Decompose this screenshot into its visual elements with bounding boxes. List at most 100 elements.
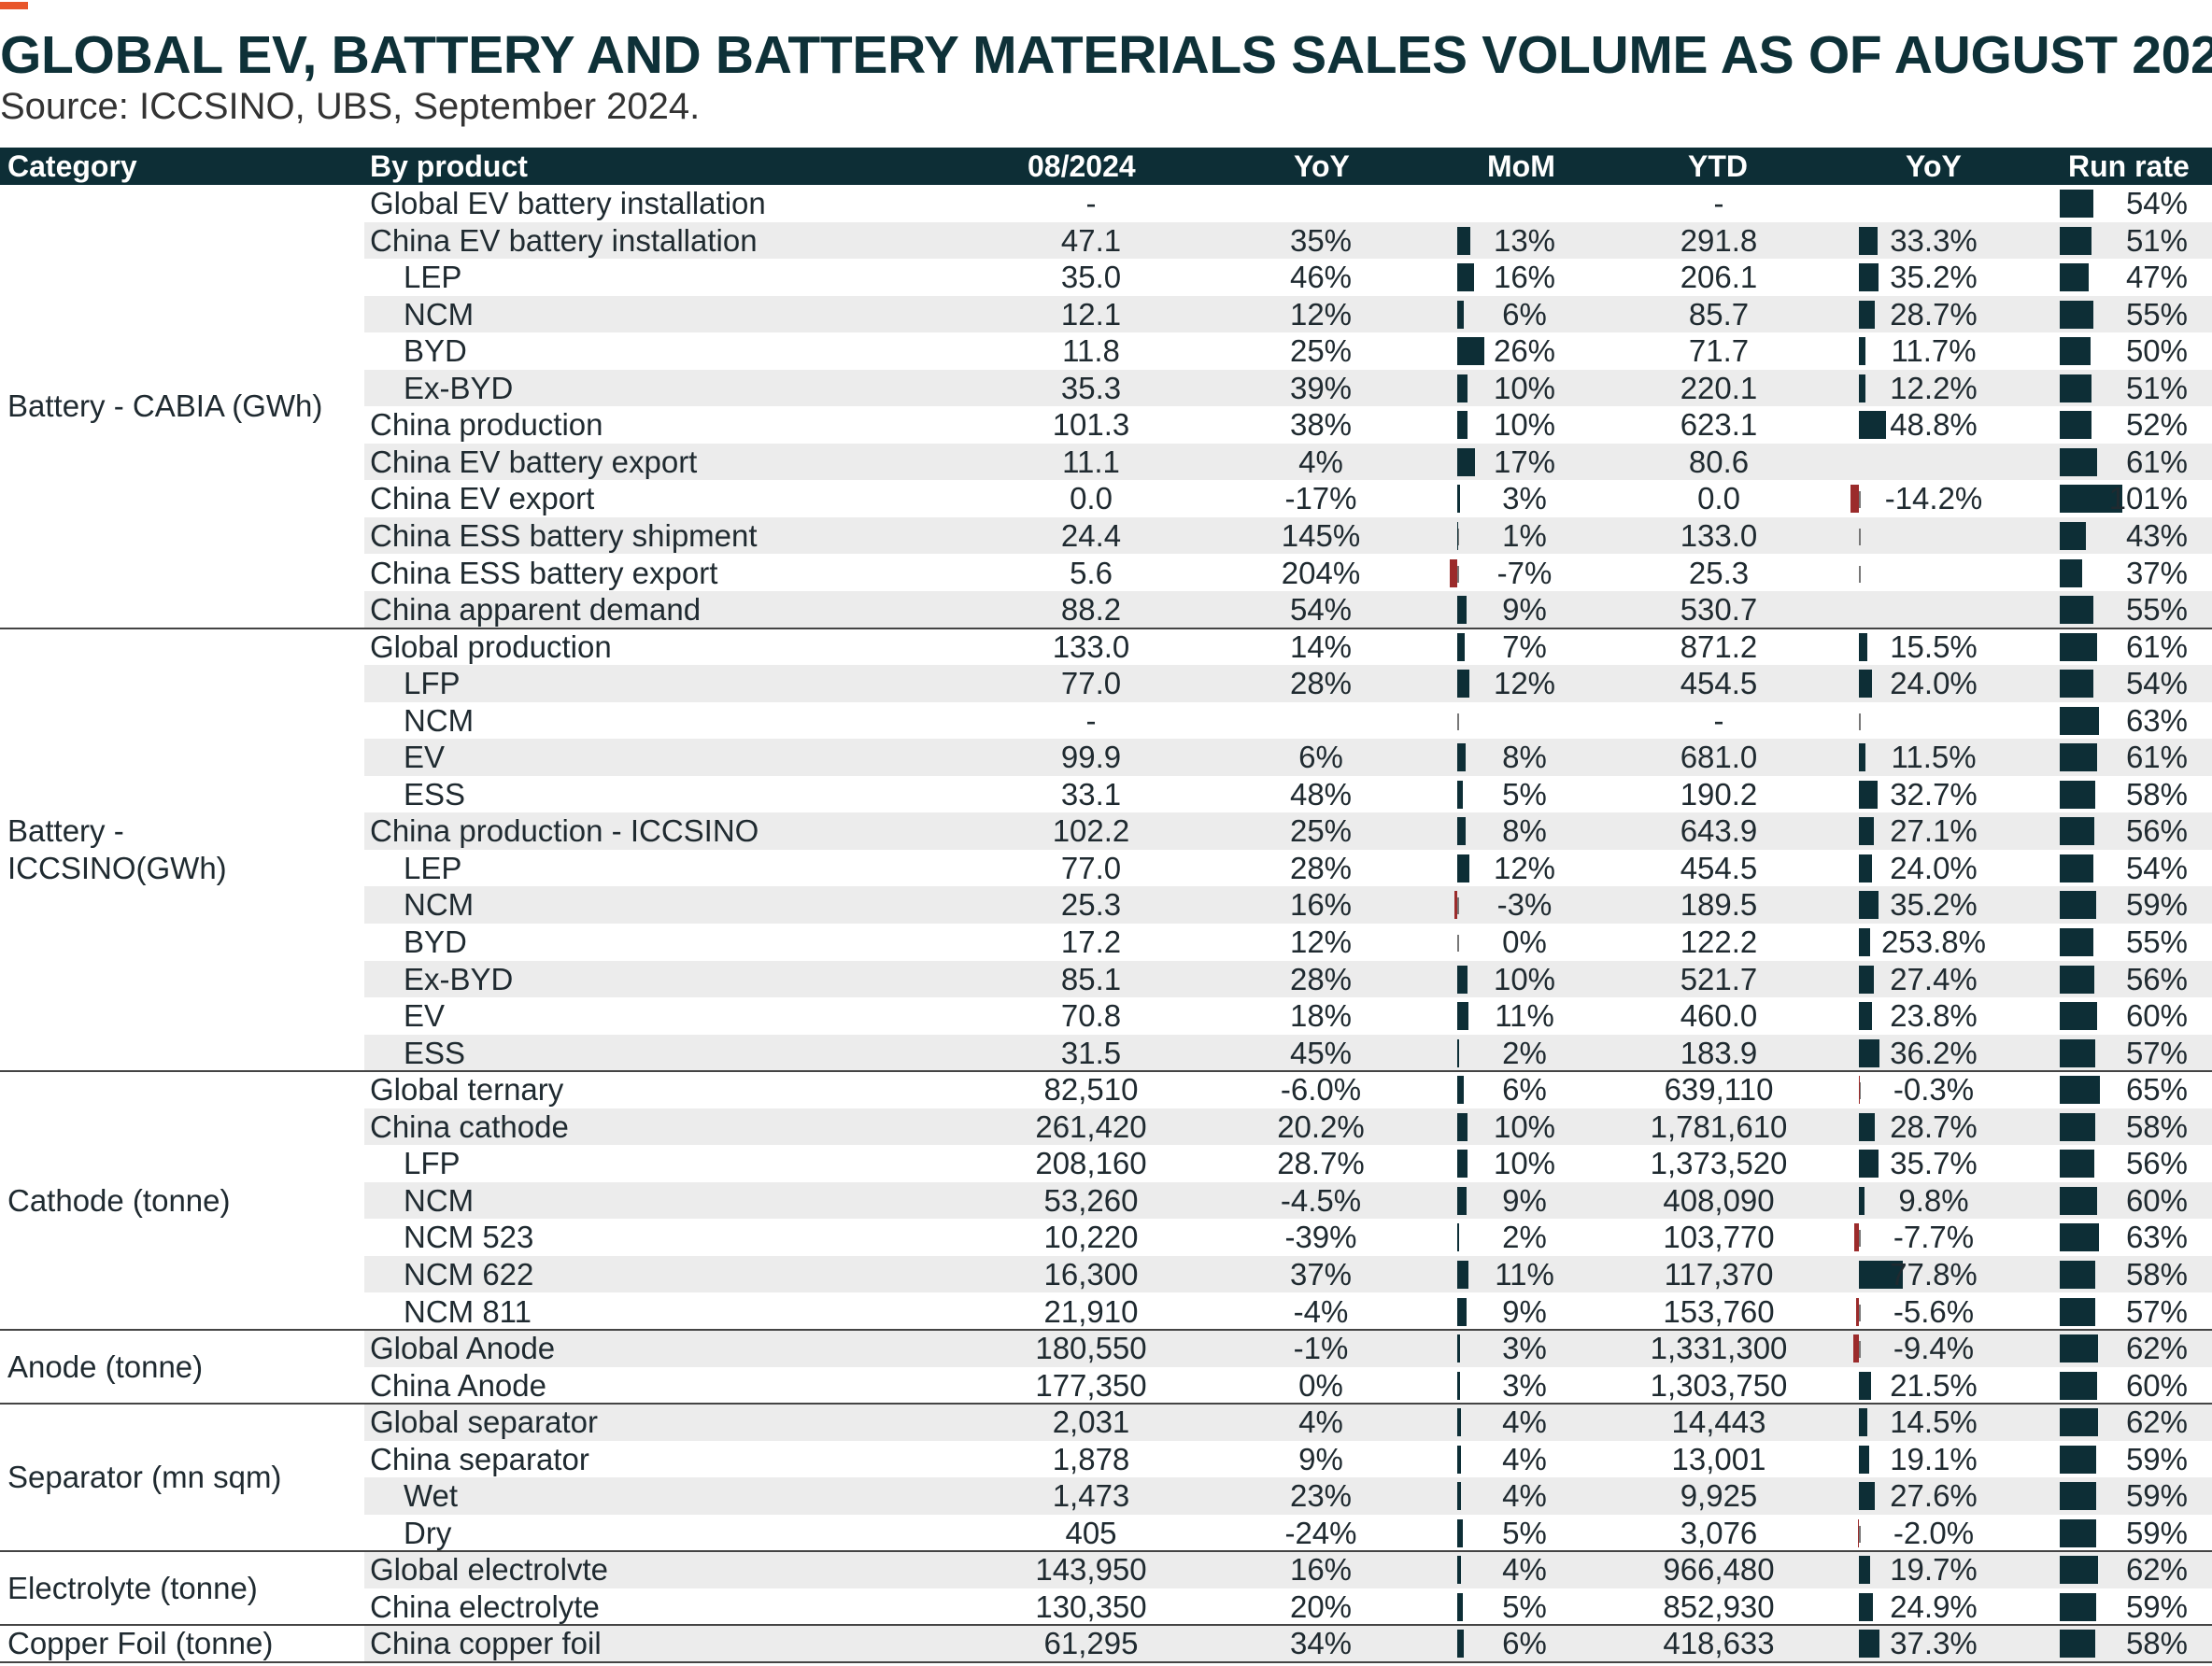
month-value: 24.4 <box>1060 517 1122 553</box>
month-value: 130,350 <box>1035 1588 1147 1624</box>
run-rate-value: 50% <box>2125 333 2188 369</box>
run-rate-value: 58% <box>2125 1626 2188 1661</box>
row-shade <box>364 886 2212 924</box>
header-month: 08/2024 <box>1028 149 1136 183</box>
mom-value: 10% <box>1493 1146 1556 1181</box>
run-rate-bar <box>2060 521 2087 550</box>
ytd-value: 639,110 <box>1664 1072 1774 1108</box>
month-value: 16,300 <box>1043 1256 1139 1292</box>
ytd-yoy-value: 24.0% <box>1890 666 1978 701</box>
month-value: 12.1 <box>1060 296 1122 332</box>
month-value: 11.8 <box>1062 333 1120 369</box>
mom-value: 7% <box>1502 628 1547 664</box>
month-value: 208,160 <box>1035 1146 1147 1181</box>
run-rate-bar <box>2060 447 2098 476</box>
product-label: ESS <box>404 776 466 812</box>
table-header: Category By product 08/2024 YoY MoM YTD … <box>0 148 2212 185</box>
yoy-value: 35% <box>1289 222 1353 258</box>
month-value: 77.0 <box>1060 850 1122 885</box>
product-label: LEP <box>404 260 462 295</box>
mom-bar <box>1457 1112 1468 1141</box>
ytd-value: 1,781,610 <box>1650 1108 1788 1144</box>
header-ytd-yoy: YoY <box>1906 149 1962 183</box>
group-divider <box>0 1403 2212 1405</box>
run-rate-bar <box>2060 596 2094 625</box>
mom-value: 10% <box>1493 407 1556 443</box>
yoy-value: 4% <box>1298 1405 1343 1440</box>
ytd-yoy-axis <box>1859 1525 1861 1543</box>
row-shade <box>364 221 2212 260</box>
ytd-value: 408,090 <box>1663 1182 1775 1218</box>
product-label: China ESS battery shipment <box>370 517 758 553</box>
run-rate-bar <box>2060 1482 2096 1511</box>
product-label: BYD <box>404 333 467 369</box>
run-rate-bar <box>2060 485 2122 514</box>
run-rate-bar <box>2060 1260 2096 1289</box>
ytd-value: 521.7 <box>1680 961 1758 996</box>
group-divider <box>0 627 2212 629</box>
ytd-yoy-bar <box>1859 965 1875 994</box>
run-rate-value: 62% <box>2125 1405 2188 1440</box>
mom-value: 4% <box>1502 1478 1547 1514</box>
product-label: Ex-BYD <box>404 370 514 405</box>
source-note: Source: ICCSINO, UBS, September 2024. <box>0 86 701 127</box>
run-rate-value: 55% <box>2125 296 2188 332</box>
month-value: 133.0 <box>1052 628 1130 664</box>
run-rate-value: 56% <box>2125 1146 2188 1181</box>
ytd-yoy-bar <box>1859 300 1876 329</box>
ytd-yoy-value: -9.4% <box>1893 1331 1975 1366</box>
mom-bar <box>1457 817 1466 846</box>
mom-bar <box>1457 1260 1469 1289</box>
mom-bar <box>1457 1186 1467 1215</box>
mom-value: 6% <box>1502 1072 1547 1108</box>
yoy-value: 28% <box>1289 961 1353 996</box>
run-rate-bar <box>2060 1150 2094 1179</box>
row-shade <box>364 1181 2212 1220</box>
group-divider <box>0 1329 2212 1332</box>
ytd-yoy-bar <box>1859 1260 1903 1289</box>
product-label: NCM <box>404 1182 475 1218</box>
yoy-value: 12% <box>1289 925 1353 959</box>
run-rate-value: 60% <box>2125 998 2188 1034</box>
mom-value: 10% <box>1493 1108 1556 1144</box>
yoy-value: -6.0% <box>1280 1072 1362 1108</box>
yoy-value: 20% <box>1289 1588 1353 1624</box>
ytd-yoy-bar <box>1859 743 1865 772</box>
month-value: 1,473 <box>1052 1478 1130 1514</box>
run-rate-value: 56% <box>2125 961 2188 996</box>
yoy-value: 20.2% <box>1277 1108 1365 1144</box>
mom-value: 9% <box>1502 1182 1547 1218</box>
mom-value: 4% <box>1502 1441 1547 1476</box>
run-rate-value: 58% <box>2125 1256 2188 1292</box>
group-divider <box>0 1550 2212 1553</box>
ytd-yoy-axis <box>1859 528 1861 545</box>
mom-value: 6% <box>1502 296 1547 332</box>
ytd-yoy-axis <box>1859 1082 1861 1100</box>
month-value: 88.2 <box>1060 592 1122 628</box>
header-category: Category <box>7 149 137 183</box>
product-label: LFP <box>404 1146 461 1181</box>
mom-bar <box>1457 1223 1460 1252</box>
mom-value: 16% <box>1493 260 1556 295</box>
product-label: Global production <box>370 628 612 664</box>
product-label: EV <box>404 998 446 1034</box>
product-label: LFP <box>404 666 461 701</box>
ytd-value: 460.0 <box>1680 998 1758 1034</box>
product-label: China EV battery installation <box>370 222 758 258</box>
ytd-yoy-bar <box>1855 1297 1859 1326</box>
run-rate-bar <box>2060 1371 2097 1400</box>
mom-bar <box>1457 263 1474 292</box>
run-rate-value: 63% <box>2125 1220 2188 1255</box>
row-shade <box>364 812 2212 850</box>
mom-bar <box>1457 596 1467 625</box>
ytd-value: 1,303,750 <box>1650 1367 1788 1403</box>
month-value: 47.1 <box>1060 222 1122 258</box>
ytd-yoy-bar <box>1859 1408 1867 1437</box>
mom-bar <box>1457 485 1461 514</box>
mom-value: 12% <box>1493 850 1556 885</box>
mom-bar <box>1457 411 1468 440</box>
mom-bar <box>1457 337 1484 366</box>
mom-value: 9% <box>1502 592 1547 628</box>
category-label: Battery - ICCSINO(GWh) <box>7 812 227 885</box>
run-rate-value: 59% <box>2125 1478 2188 1514</box>
